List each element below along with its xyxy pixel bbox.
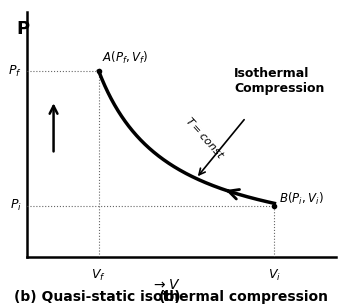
Text: $A(P_f, V_f)$: $A(P_f, V_f)$ bbox=[103, 50, 149, 66]
Text: $\rightarrow V$: $\rightarrow V$ bbox=[151, 278, 180, 292]
Text: $P_f$: $P_f$ bbox=[8, 63, 22, 79]
Text: $V_f$: $V_f$ bbox=[91, 268, 106, 283]
Text: $B(P_i, V_i)$: $B(P_i, V_i)$ bbox=[279, 191, 324, 207]
Text: $V_i$: $V_i$ bbox=[268, 268, 281, 283]
Text: Isothermal
Compression: Isothermal Compression bbox=[234, 67, 324, 95]
Text: $P_i$: $P_i$ bbox=[10, 198, 22, 213]
Text: $T = const$: $T = const$ bbox=[184, 114, 228, 161]
Text: (b): (b) bbox=[158, 290, 181, 304]
Text: (b) Quasi-static isothermal compression: (b) Quasi-static isothermal compression bbox=[14, 290, 329, 304]
Text: $\mathbf{P}$: $\mathbf{P}$ bbox=[15, 20, 30, 38]
